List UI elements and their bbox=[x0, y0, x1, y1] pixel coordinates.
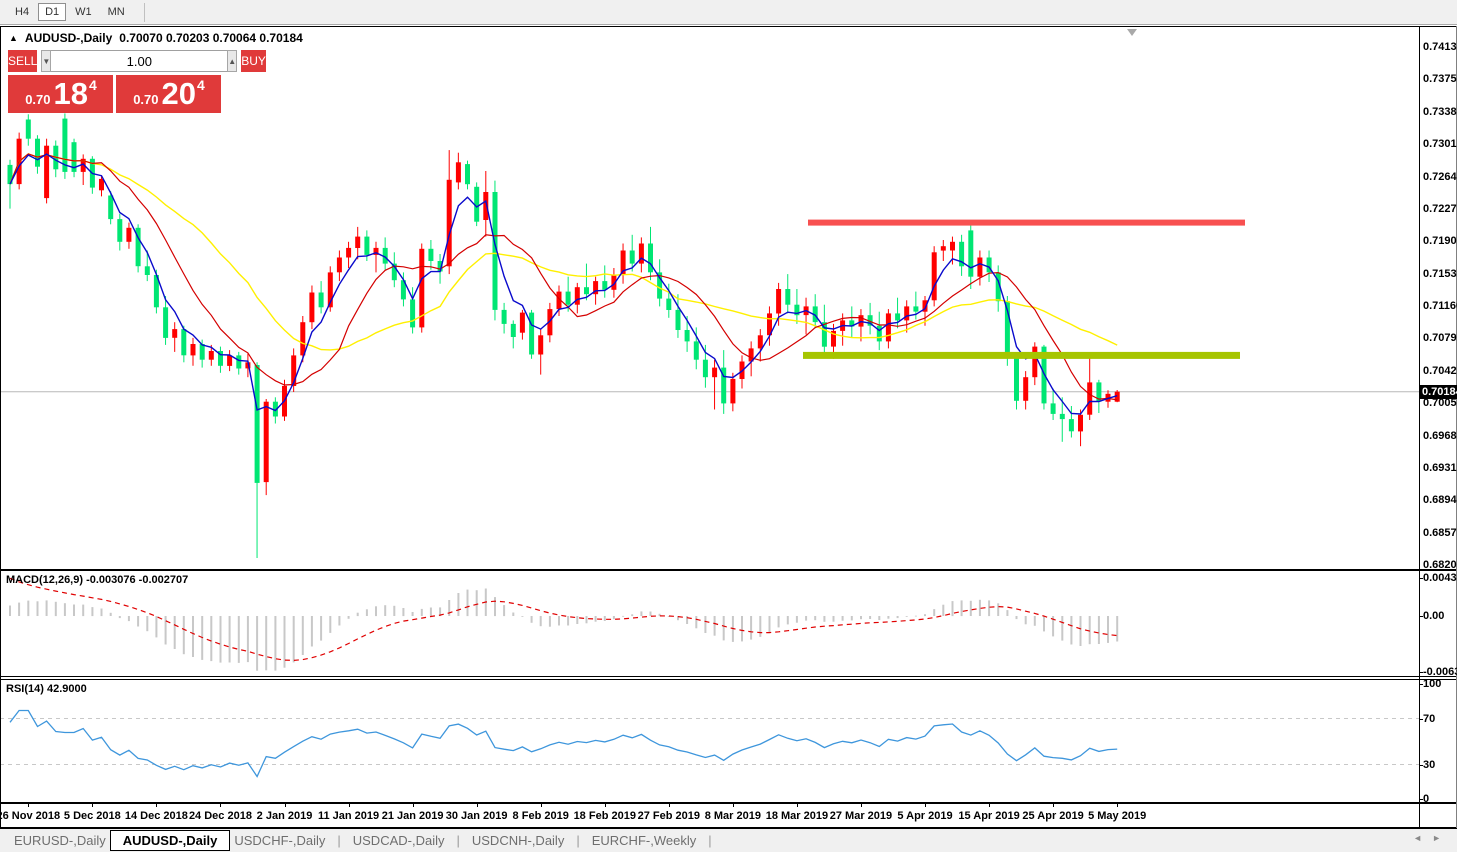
rsi-axis-label: 30 bbox=[1423, 758, 1436, 771]
tab-separator: | bbox=[708, 833, 712, 848]
rsi-axis-label: 70 bbox=[1423, 712, 1436, 725]
volume-input[interactable] bbox=[51, 50, 228, 72]
price-axis-separator bbox=[1419, 26, 1420, 828]
date-axis-label: 5 Dec 2018 bbox=[63, 810, 121, 822]
price-macd-separator[interactable] bbox=[0, 569, 1457, 571]
symbol-collapse-icon[interactable]: ▲ bbox=[9, 32, 18, 43]
macd-rsi-separator-a[interactable] bbox=[0, 676, 1457, 677]
rsi-bottom-border bbox=[0, 802, 1457, 804]
volume-decrease-button[interactable]: ▼ bbox=[41, 50, 52, 72]
tab-separator: | bbox=[337, 833, 341, 848]
date-axis-label: 26 Nov 2018 bbox=[0, 810, 61, 822]
resistance-line bbox=[808, 219, 1245, 226]
date-axis-label: 25 Apr 2019 bbox=[1022, 810, 1084, 822]
symbol-tab-usdcnh[interactable]: USDCNH-,Daily bbox=[471, 833, 565, 848]
symbol-tab-eurchf[interactable]: EURCHF-,Weekly bbox=[591, 833, 697, 848]
price-chart-pane[interactable] bbox=[0, 27, 1419, 570]
current-price-tag: 0.70184 bbox=[1420, 385, 1457, 399]
buy-price-pip-digit: 4 bbox=[197, 77, 205, 93]
date-axis-label: 30 Jan 2019 bbox=[445, 810, 508, 822]
toolbar-separator bbox=[143, 2, 145, 22]
symbol-tab-eurusd[interactable]: EURUSD-,Daily bbox=[14, 833, 106, 848]
symbol-tab-audusd[interactable]: AUDUSD-,Daily bbox=[109, 830, 231, 851]
tab-separator: | bbox=[456, 833, 460, 848]
timeframe-tab-h4[interactable]: H4 bbox=[15, 6, 30, 18]
date-axis-label: 8 Feb 2019 bbox=[512, 810, 569, 822]
date-axis-bottom-border bbox=[0, 827, 1457, 829]
chart-left-border bbox=[0, 26, 1, 828]
chart-symbol-title: AUDUSD-,Daily bbox=[24, 31, 113, 45]
sell-price-big-digits: 18 bbox=[53, 76, 88, 111]
date-axis-label: 5 Apr 2019 bbox=[897, 810, 953, 822]
buy-price-big-digits: 20 bbox=[161, 76, 196, 111]
rsi-indicator-pane[interactable] bbox=[0, 680, 1419, 802]
macd-rsi-separator-b bbox=[0, 679, 1457, 680]
sell-price-pip-digit: 4 bbox=[89, 77, 97, 93]
symbol-tab-usdcad[interactable]: USDCAD-,Daily bbox=[352, 833, 445, 848]
timeframe-toolbar: H4 D1 W1 MN bbox=[0, 0, 1457, 25]
symbol-tab-bar: EURUSD-,Daily AUDUSD-,Daily USDCHF-,Daily |… bbox=[0, 829, 1457, 852]
tab-scroll-left-icon[interactable]: ◄ bbox=[1413, 833, 1433, 843]
date-axis-label: 14 Dec 2018 bbox=[124, 810, 188, 822]
timeframe-tab-w1[interactable]: W1 bbox=[75, 6, 92, 18]
date-axis-label: 18 Mar 2019 bbox=[765, 810, 829, 822]
date-axis-label: 8 Mar 2019 bbox=[704, 810, 761, 822]
date-axis-label: 5 May 2019 bbox=[1088, 810, 1147, 822]
symbol-tab-usdchf[interactable]: USDCHF-,Daily bbox=[234, 833, 326, 848]
macd-axis-label: 0.00 bbox=[1423, 610, 1445, 623]
sell-price-panel[interactable]: 0.70 18 4 bbox=[8, 75, 113, 113]
date-axis-label: 11 Jan 2019 bbox=[317, 810, 380, 822]
support-line bbox=[803, 351, 1240, 359]
date-axis-label: 15 Apr 2019 bbox=[958, 810, 1020, 822]
date-axis-label: 18 Feb 2019 bbox=[573, 810, 636, 822]
timeframe-tab-d1[interactable]: D1 bbox=[38, 3, 67, 21]
chart-ohlc-values: 0.70070 0.70203 0.70064 0.70184 bbox=[119, 31, 303, 45]
buy-price-panel[interactable]: 0.70 20 4 bbox=[116, 75, 221, 113]
buy-price-prefix: 0.70 bbox=[133, 91, 159, 107]
one-click-trading-widget: SELL ▼ ▲ BUY 0.70 18 4 0.70 20 4 bbox=[8, 50, 266, 113]
rsi-label: RSI(14) 42.9000 bbox=[6, 683, 87, 695]
chart-top-border bbox=[0, 26, 1457, 27]
timeframe-tab-mn[interactable]: MN bbox=[107, 6, 125, 18]
tab-separator: | bbox=[576, 833, 580, 848]
date-axis-label: 24 Dec 2018 bbox=[188, 810, 252, 822]
chart-shift-marker-icon[interactable] bbox=[1127, 29, 1137, 36]
sell-button[interactable]: SELL bbox=[8, 50, 38, 72]
volume-increase-button[interactable]: ▲ bbox=[227, 50, 238, 72]
date-axis-label: 27 Mar 2019 bbox=[829, 810, 893, 822]
macd-label: MACD(12,26,9) -0.003076 -0.002707 bbox=[6, 574, 189, 586]
date-axis-label: 27 Feb 2019 bbox=[637, 810, 700, 822]
macd-indicator-pane[interactable] bbox=[0, 571, 1419, 676]
date-axis-label: 21 Jan 2019 bbox=[381, 810, 444, 822]
macd-axis-label: 0.004331 bbox=[1423, 572, 1457, 584]
date-axis-label: 2 Jan 2019 bbox=[256, 810, 313, 822]
buy-button[interactable]: BUY bbox=[241, 50, 266, 72]
tab-scroll-arrows[interactable]: ◄► bbox=[1413, 833, 1451, 843]
tab-scroll-right-icon[interactable]: ► bbox=[1432, 833, 1451, 843]
sell-price-prefix: 0.70 bbox=[25, 91, 51, 107]
chart-header: ▲ AUDUSD-,Daily 0.70070 0.70203 0.70064 … bbox=[9, 31, 303, 45]
